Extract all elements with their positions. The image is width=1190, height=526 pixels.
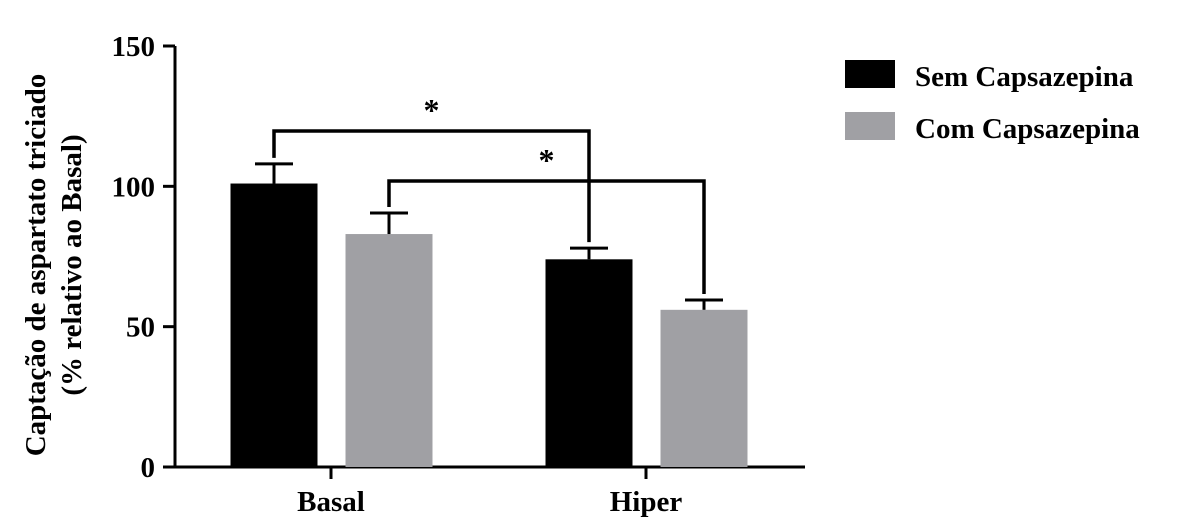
legend-swatch-sem-capsazepina [845, 60, 895, 88]
y-axis-label-line-2: (% relativo ao Basal) [56, 134, 88, 395]
bars [230, 162, 748, 467]
y-axis-label-line-1: Captação de aspartato triciado [20, 74, 52, 457]
legend: Sem Capsazepina Com Capsazepina [845, 60, 1140, 145]
bar-com-capsazepina-basal [345, 234, 433, 467]
y-tick-label-0: 0 [141, 452, 156, 484]
significance-bracket-1 [272, 129, 591, 243]
bar-sem-capsazepina-hiper [545, 259, 633, 467]
x-tick-label-basal: Basal [297, 486, 365, 518]
x-tick-label-hiper: Hiper [610, 486, 683, 518]
y-tick-label-150: 150 [112, 31, 156, 63]
significance-brackets: ** [272, 92, 706, 295]
y-axis-label: Captação de aspartato triciado (% relati… [20, 74, 88, 457]
legend-swatch-com-capsazepina [845, 112, 895, 140]
bar-sem-capsazepina-basal [230, 183, 318, 467]
legend-label-sem-capsazepina: Sem Capsazepina [915, 61, 1134, 93]
y-tick-label-100: 100 [112, 171, 156, 203]
significance-bracket-2 [387, 179, 706, 295]
bar-com-capsazepina-hiper [660, 309, 748, 467]
legend-label-com-capsazepina: Com Capsazepina [915, 113, 1140, 145]
significance-marker-2: * [539, 142, 555, 178]
y-tick-label-50: 50 [126, 312, 155, 344]
significance-marker-1: * [424, 92, 440, 128]
